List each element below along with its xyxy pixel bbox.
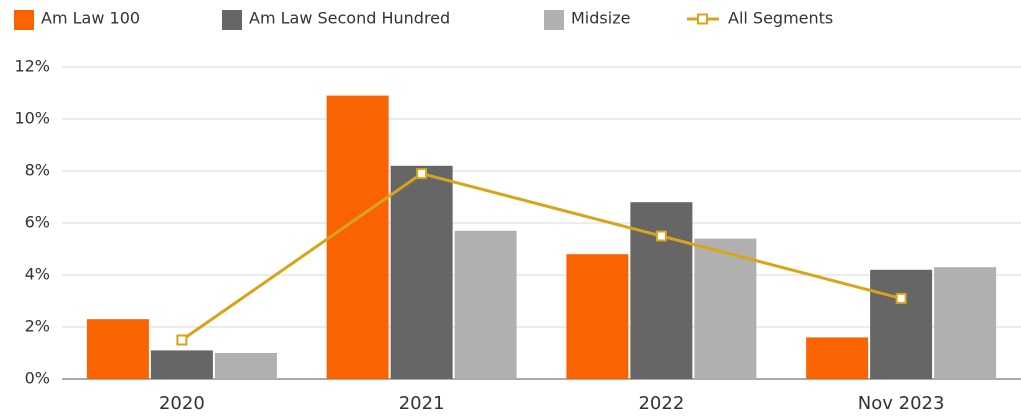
x-tick-label: Nov 2023 [858, 393, 945, 414]
legend-label: Am Law Second Hundred [249, 9, 450, 28]
bar [390, 165, 453, 379]
y-tick-label: 0% [25, 369, 50, 388]
bar [566, 254, 629, 379]
x-tick-label: 2021 [399, 393, 445, 414]
bar [214, 353, 277, 379]
y-tick-label: 2% [25, 317, 50, 336]
x-tick-label: 2022 [638, 393, 684, 414]
bar [326, 95, 389, 379]
legend-swatch [222, 10, 242, 30]
y-tick-label: 6% [25, 213, 50, 232]
x-tick-label: 2020 [159, 393, 205, 414]
bar [150, 350, 213, 379]
y-tick-label: 4% [25, 265, 50, 284]
bar [870, 269, 933, 379]
legend-label: Am Law 100 [41, 9, 140, 28]
line-marker [655, 230, 667, 242]
bar [630, 202, 693, 379]
legend-swatch [14, 10, 34, 30]
bar [934, 267, 997, 379]
legend-label: All Segments [728, 9, 833, 28]
line-marker [176, 334, 188, 346]
bar [694, 238, 757, 379]
y-tick-label: 10% [14, 109, 50, 128]
line-marker [895, 292, 907, 304]
legend-swatch [544, 10, 564, 30]
line-marker [416, 168, 428, 180]
bar [454, 230, 517, 379]
y-tick-label: 8% [25, 161, 50, 180]
legend-label: Midsize [571, 9, 630, 28]
y-tick-label: 12% [14, 57, 50, 76]
legend-marker [697, 13, 708, 25]
bar [806, 337, 869, 379]
line [181, 171, 902, 342]
bar [86, 319, 149, 379]
